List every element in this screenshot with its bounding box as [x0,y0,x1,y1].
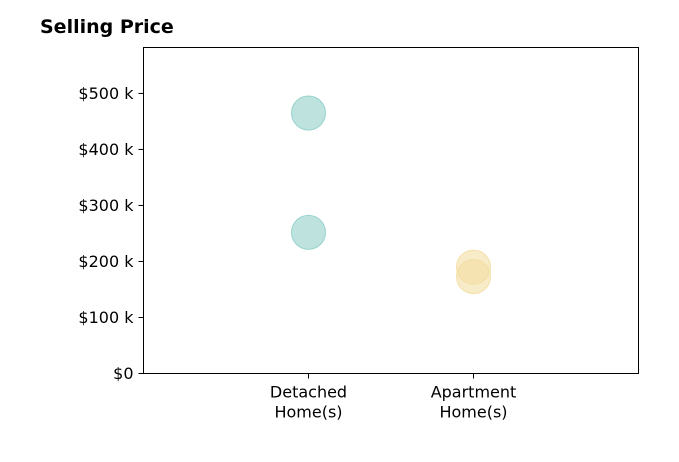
plot-frame [143,47,639,374]
y-tick-label: $300 k [78,196,134,215]
data-point [456,259,491,295]
x-tick-label: Home(s) [274,403,342,422]
x-tick-label: Detached [270,383,347,402]
x-tick-label: Home(s) [439,403,507,422]
data-point [291,95,326,131]
y-axis: $0 $100 k $200 k $300 k $400 k $500 k [78,84,144,383]
y-tick-label: $200 k [78,252,134,271]
y-tick-label: $400 k [78,140,134,159]
data-point [291,214,326,250]
x-tick-label: Apartment [431,383,517,402]
chart-title: Selling Price [40,16,174,38]
y-tick-label: $0 [113,364,133,383]
points-layer [291,95,491,295]
y-tick-label: $500 k [78,84,134,103]
y-tick-label: $100 k [78,308,134,327]
